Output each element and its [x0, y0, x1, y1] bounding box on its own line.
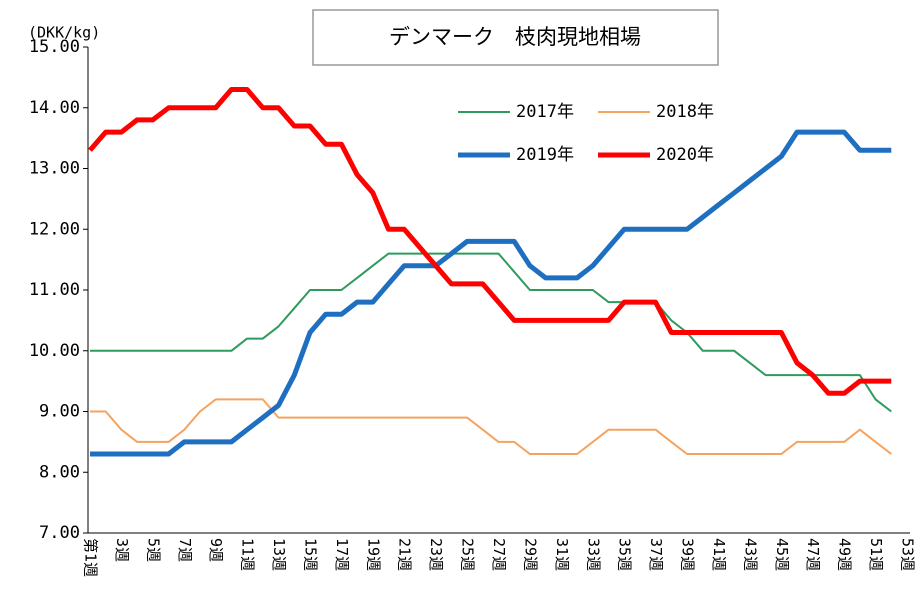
x-tick-label: 49週	[836, 538, 854, 571]
x-tick-label: 19週	[364, 538, 382, 571]
x-tick-label: 27週	[490, 538, 508, 571]
x-tick-label: 45週	[773, 538, 791, 571]
x-tick-label: 23週	[427, 538, 445, 571]
y-tick-label: 14.00	[29, 98, 80, 118]
x-tick-label: 9週	[207, 538, 225, 562]
legend-label: 2019年	[516, 145, 574, 165]
x-tick-label: 37週	[647, 538, 665, 571]
x-tick-label: 41週	[710, 538, 728, 571]
x-tick-label: 51週	[867, 538, 885, 571]
y-tick-label: 15.00	[29, 37, 80, 57]
x-tick-label: 43週	[741, 538, 759, 571]
y-tick-label: 10.00	[29, 341, 80, 361]
x-tick-label: 31週	[553, 538, 571, 571]
x-tick-label: 25週	[459, 538, 477, 571]
x-tick-label: 35週	[616, 538, 634, 571]
x-tick-label: 33週	[584, 538, 602, 571]
title-box	[312, 9, 719, 66]
y-tick-label: 8.00	[39, 462, 80, 482]
y-tick-label: 12.00	[29, 219, 80, 239]
x-tick-label: 15週	[301, 538, 319, 571]
x-tick-label: 21週	[396, 538, 414, 571]
y-tick-label: 13.00	[29, 159, 80, 179]
y-tick-label: 7.00	[39, 523, 80, 543]
x-tick-label: 5週	[144, 538, 162, 562]
series-line	[90, 129, 892, 457]
x-tick-label: 7週	[176, 538, 194, 562]
x-tick-label: 11週	[239, 538, 257, 571]
legend-label: 2017年	[516, 102, 574, 122]
x-tick-label: 第1週	[82, 538, 100, 577]
chart-title: デンマーク 枝肉現地相場	[389, 25, 641, 49]
x-tick-label: 53週	[899, 538, 917, 571]
x-tick-label: 29週	[521, 538, 539, 571]
y-tick-label: 9.00	[39, 402, 80, 422]
legend-label: 2018年	[656, 102, 714, 122]
y-axis-unit: (DKK/kg)	[28, 24, 100, 42]
series-line	[88, 87, 892, 396]
legend-label: 2020年	[656, 145, 714, 165]
x-tick-label: 17週	[333, 538, 351, 571]
x-tick-label: 3週	[113, 538, 131, 562]
series-line	[90, 398, 892, 455]
y-tick-label: 11.00	[29, 280, 80, 300]
x-tick-label: 13週	[270, 538, 288, 571]
x-tick-label: 47週	[804, 538, 822, 571]
x-tick-label: 39週	[679, 538, 697, 571]
series-line	[90, 252, 892, 413]
